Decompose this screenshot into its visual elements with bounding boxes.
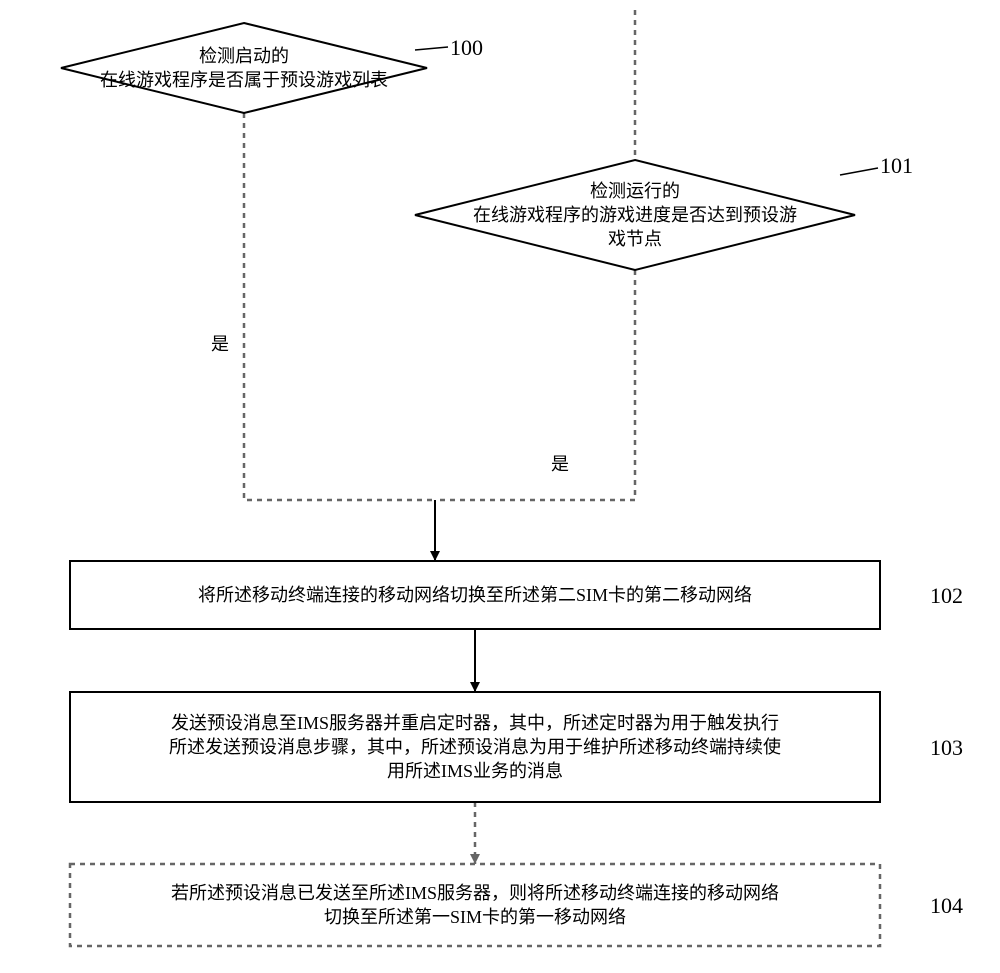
node-text: 若所述预设消息已发送至所述IMS服务器，则将所述移动终端连接的移动网络: [171, 883, 779, 903]
node-text: 检测运行的: [590, 181, 680, 201]
node-label: 103: [930, 735, 963, 760]
node-n100: [61, 23, 427, 113]
edge-e1: [244, 113, 435, 500]
leader-100: [415, 47, 448, 50]
node-text: 在线游戏程序是否属于预设游戏列表: [100, 70, 388, 90]
edge-e2: [435, 270, 635, 500]
node-text: 切换至所述第一SIM卡的第一移动网络: [324, 907, 626, 927]
node-label: 101: [880, 153, 913, 178]
edge-label: 是: [211, 334, 229, 354]
node-label: 102: [930, 583, 963, 608]
node-text: 戏节点: [608, 229, 662, 249]
leader-101: [840, 168, 878, 175]
node-text: 检测启动的: [199, 46, 289, 66]
node-text: 发送预设消息至IMS服务器并重启定时器，其中，所述定时器为用于触发执行: [171, 713, 779, 733]
node-text: 所述发送预设消息步骤，其中，所述预设消息为用于维护所述移动终端持续使: [169, 737, 781, 757]
node-text: 用所述IMS业务的消息: [387, 761, 563, 781]
node-label: 100: [450, 35, 483, 60]
node-text: 在线游戏程序的游戏进度是否达到预设游: [473, 205, 797, 225]
node-n104: [70, 864, 880, 946]
node-label: 104: [930, 893, 963, 918]
edge-label: 是: [551, 454, 569, 474]
node-text: 将所述移动终端连接的移动网络切换至所述第二SIM卡的第二移动网络: [198, 585, 752, 605]
